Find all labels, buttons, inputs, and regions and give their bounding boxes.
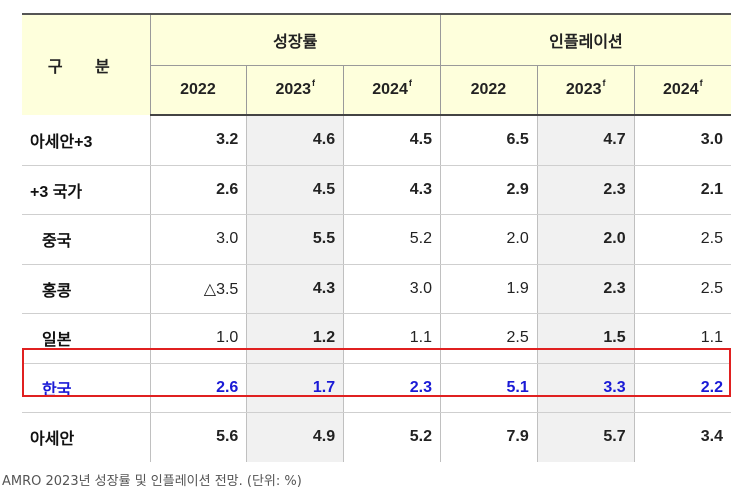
row-label: +3 국가 (22, 165, 151, 215)
table-cell: 2.3 (536, 165, 635, 215)
header-year: 2024f (633, 65, 731, 116)
table-cell: 4.9 (246, 412, 344, 462)
table-cell: 4.7 (536, 115, 635, 166)
table-cell: 3.0 (633, 115, 731, 166)
header-year: 2022 (149, 65, 248, 116)
table-cell: 1.9 (439, 264, 538, 314)
table-cell: 2.0 (439, 214, 538, 265)
table-cell: 2.5 (439, 313, 538, 364)
table-cell: 3.0 (343, 264, 441, 314)
table-cell: 4.6 (246, 115, 344, 166)
table-cell: 2.6 (149, 363, 247, 413)
table-cell: 3.0 (149, 214, 247, 265)
table-cell: 2.5 (633, 214, 731, 265)
table-cell: 2.3 (343, 363, 441, 413)
table-cell: 2.9 (439, 165, 538, 215)
row-label: 홍콩 (22, 264, 151, 314)
forecast-table: 구 분 성장률 인플레이션 2022 2023f 2024f 2022 2023… (22, 13, 731, 462)
table-row: 홍콩 △3.5 4.3 3.0 1.9 2.3 2.5 (22, 264, 731, 314)
row-label: 일본 (22, 313, 151, 364)
table-cell: 1.1 (633, 313, 731, 364)
table-cell: △3.5 (149, 264, 247, 314)
table-caption: AMRO 2023년 성장률 및 인플레이션 전망. (단위: %) (2, 474, 302, 489)
table-cell: 3.2 (149, 115, 247, 166)
row-label: 한국 (22, 363, 151, 413)
table-cell: 1.5 (536, 313, 635, 364)
table-cell: 3.4 (633, 412, 731, 462)
header-inflation-group: 인플레이션 (439, 13, 731, 66)
table-cell: 4.3 (343, 165, 441, 215)
table-cell: 1.7 (246, 363, 344, 413)
table-row: +3 국가 2.6 4.5 4.3 2.9 2.3 2.1 (22, 165, 731, 215)
row-label: 아세안 (30, 431, 75, 449)
header-year: 2023f (246, 65, 345, 116)
table-cell: 7.9 (439, 412, 538, 462)
table-cell: 2.5 (633, 264, 731, 314)
table-cell: 2.1 (633, 165, 731, 215)
table-row-highlighted: 한국 2.6 1.7 2.3 5.1 3.3 2.2 (22, 363, 731, 413)
table-cell: 2.2 (633, 363, 731, 413)
row-label: 아세안+3 (22, 115, 151, 166)
table-cell: 6.5 (439, 115, 538, 166)
table-row: 일본 1.0 1.2 1.1 2.5 1.5 1.1 (22, 313, 731, 364)
table-cell: 1.0 (149, 313, 247, 364)
table-row: 중국 3.0 5.5 5.2 2.0 2.0 2.5 (22, 214, 731, 265)
table-cell: 1.1 (343, 313, 441, 364)
table-row: 아세안+3 3.2 4.6 4.5 6.5 4.7 3.0 (22, 115, 731, 166)
table-cell: 5.7 (536, 412, 635, 462)
table-cell: 4.5 (246, 165, 344, 215)
table-cell: 5.2 (343, 214, 441, 265)
header-category: 구 분 (22, 13, 151, 115)
table-cell: 5.2 (343, 412, 441, 462)
header-year: 2023f (536, 65, 635, 116)
table-cell: 1.2 (246, 313, 344, 364)
table-cell: 2.3 (536, 264, 635, 314)
forecast-table-container: 구 분 성장률 인플레이션 2022 2023f 2024f 2022 2023… (22, 13, 731, 462)
header-growth-group: 성장률 (149, 13, 441, 66)
table-cell: 5.6 (149, 412, 247, 462)
table-cell: 2.0 (536, 214, 635, 265)
table-cell: 3.3 (536, 363, 635, 413)
table-cell: 5.5 (246, 214, 344, 265)
table-cell: 4.3 (246, 264, 344, 314)
table-cell: 2.6 (149, 165, 247, 215)
table-row: 아세안 5.6 4.9 5.2 7.9 5.7 3.4 (22, 412, 731, 462)
row-label: 중국 (22, 214, 151, 265)
header-year: 2022 (439, 65, 538, 116)
table-cell: 5.1 (439, 363, 538, 413)
table-cell: 4.5 (343, 115, 441, 166)
header-year: 2024f (343, 65, 441, 116)
